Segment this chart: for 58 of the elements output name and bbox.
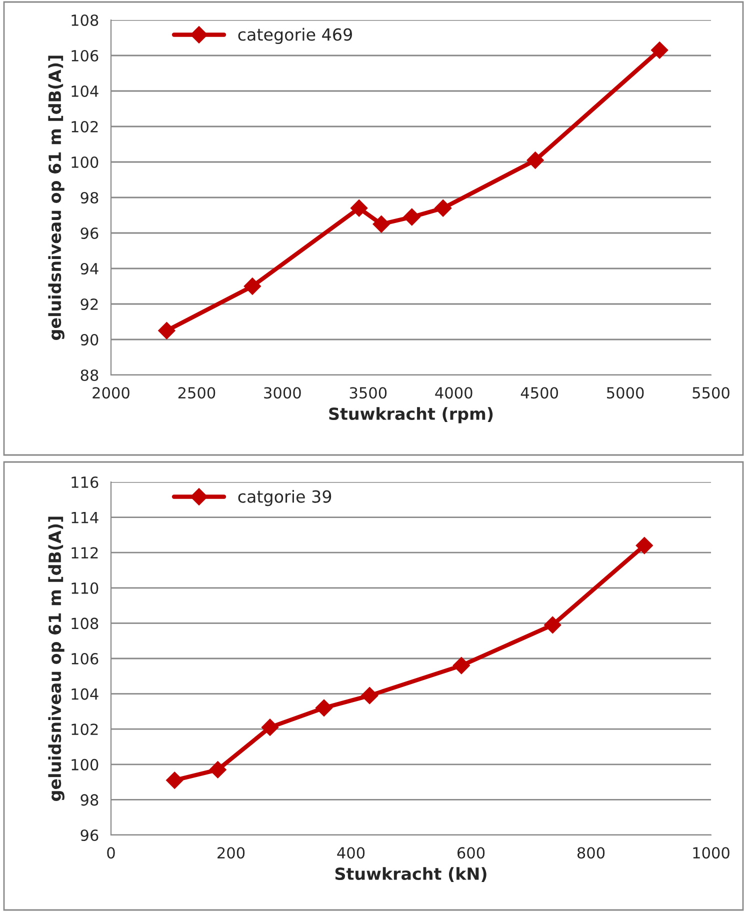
- point: [434, 200, 452, 217]
- y-tick-label: 112: [72, 547, 98, 558]
- point: [452, 657, 470, 674]
- y-tick-label: 104: [72, 85, 98, 98]
- y-tick-label: 98: [80, 794, 98, 806]
- point: [261, 718, 279, 736]
- x-tick-label: 2000: [92, 387, 130, 399]
- y-tick-label: 102: [72, 724, 98, 736]
- y-tick-label: 102: [72, 120, 98, 133]
- x-tick-label: 200: [218, 847, 245, 859]
- y-tick-label: 96: [80, 227, 98, 240]
- y-tick-label: 116: [72, 476, 98, 488]
- point: [372, 216, 390, 233]
- y-tick-label: 92: [80, 298, 98, 310]
- point: [403, 208, 420, 226]
- y-tick-label: 100: [72, 758, 98, 770]
- y-tick-label: 106: [72, 50, 98, 62]
- x-tick-label: 3000: [264, 387, 301, 399]
- y-tick-label: 108: [72, 618, 98, 630]
- legend-label: categorie 469: [238, 28, 352, 44]
- y-tick-label: 96: [80, 829, 98, 842]
- y-tick-label: 94: [80, 262, 98, 275]
- x-tick-label: 800: [577, 847, 605, 859]
- point: [651, 42, 668, 59]
- point: [526, 152, 544, 169]
- y-axis-title: geluidsniveau op 61 m [dB(A)]: [48, 516, 64, 801]
- point: [315, 699, 333, 716]
- point: [361, 687, 378, 704]
- y-tick-label: 110: [72, 582, 98, 594]
- y-tick-label: 88: [80, 369, 98, 382]
- x-tick-label: 5000: [607, 387, 644, 399]
- y-tick-label: 90: [80, 334, 98, 346]
- point: [350, 200, 368, 217]
- x-axis-title: Stuwkracht (kN): [335, 867, 486, 882]
- x-tick-label: 2500: [178, 387, 216, 399]
- x-tick-label: 5500: [692, 387, 730, 399]
- legend-label: catgorie 39: [238, 490, 332, 506]
- x-tick-label: 4000: [435, 387, 472, 399]
- point: [244, 278, 261, 295]
- x-tick-label: 600: [457, 847, 485, 859]
- x-tick-label: 400: [337, 847, 365, 859]
- y-tick-label: 104: [72, 688, 98, 700]
- point: [158, 322, 176, 340]
- point: [209, 761, 226, 778]
- x-tick-label: 3500: [350, 387, 387, 399]
- x-tick-label: 1000: [693, 847, 730, 859]
- y-tick-label: 100: [72, 156, 98, 168]
- y-tick-label: 98: [80, 192, 98, 204]
- point: [166, 772, 184, 789]
- y-tick-label: 114: [72, 512, 98, 524]
- point: [544, 616, 562, 634]
- point: [636, 536, 653, 554]
- y-axis-title: geluidsniveau op 61 m [dB(A)]: [48, 56, 64, 340]
- x-tick-label: 4500: [520, 387, 558, 399]
- x-tick-label: 0: [107, 847, 115, 859]
- y-tick-label: 106: [72, 652, 98, 665]
- x-axis-title: Stuwkracht (rpm): [329, 407, 493, 424]
- y-tick-label: 108: [72, 14, 98, 26]
